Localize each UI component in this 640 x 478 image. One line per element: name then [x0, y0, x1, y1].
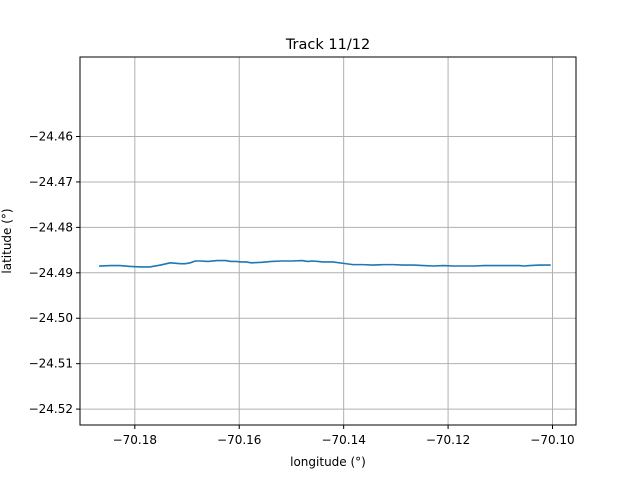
axes-frame: [79, 56, 577, 426]
y-tick-label: −24.52: [29, 402, 73, 416]
x-tick-label: −70.12: [426, 433, 470, 447]
y-tick-label: −24.47: [29, 175, 73, 189]
grid: [80, 57, 576, 425]
x-tick-label: −70.14: [321, 433, 365, 447]
ticks: −70.18 −70.16 −70.14 −70.12 −70.10 −24.46 −24.…: [29, 130, 575, 447]
x-tick-label: −70.16: [217, 433, 261, 447]
y-tick-label: −24.50: [29, 311, 73, 325]
y-tick-label: −24.48: [29, 220, 73, 234]
y-tick-label: −24.49: [29, 266, 73, 280]
chart-title: Track 11/12: [285, 37, 370, 53]
x-tick-label: −70.10: [530, 433, 574, 447]
x-axis-label: longitude (°): [290, 455, 366, 469]
x-tick-label: −70.18: [113, 433, 157, 447]
y-tick-label: −24.51: [29, 357, 73, 371]
track-series-line: [99, 259, 551, 268]
y-axis-label: latitude (°): [0, 208, 14, 273]
y-tick-label: −24.46: [29, 130, 73, 144]
plot-area: [99, 259, 551, 268]
